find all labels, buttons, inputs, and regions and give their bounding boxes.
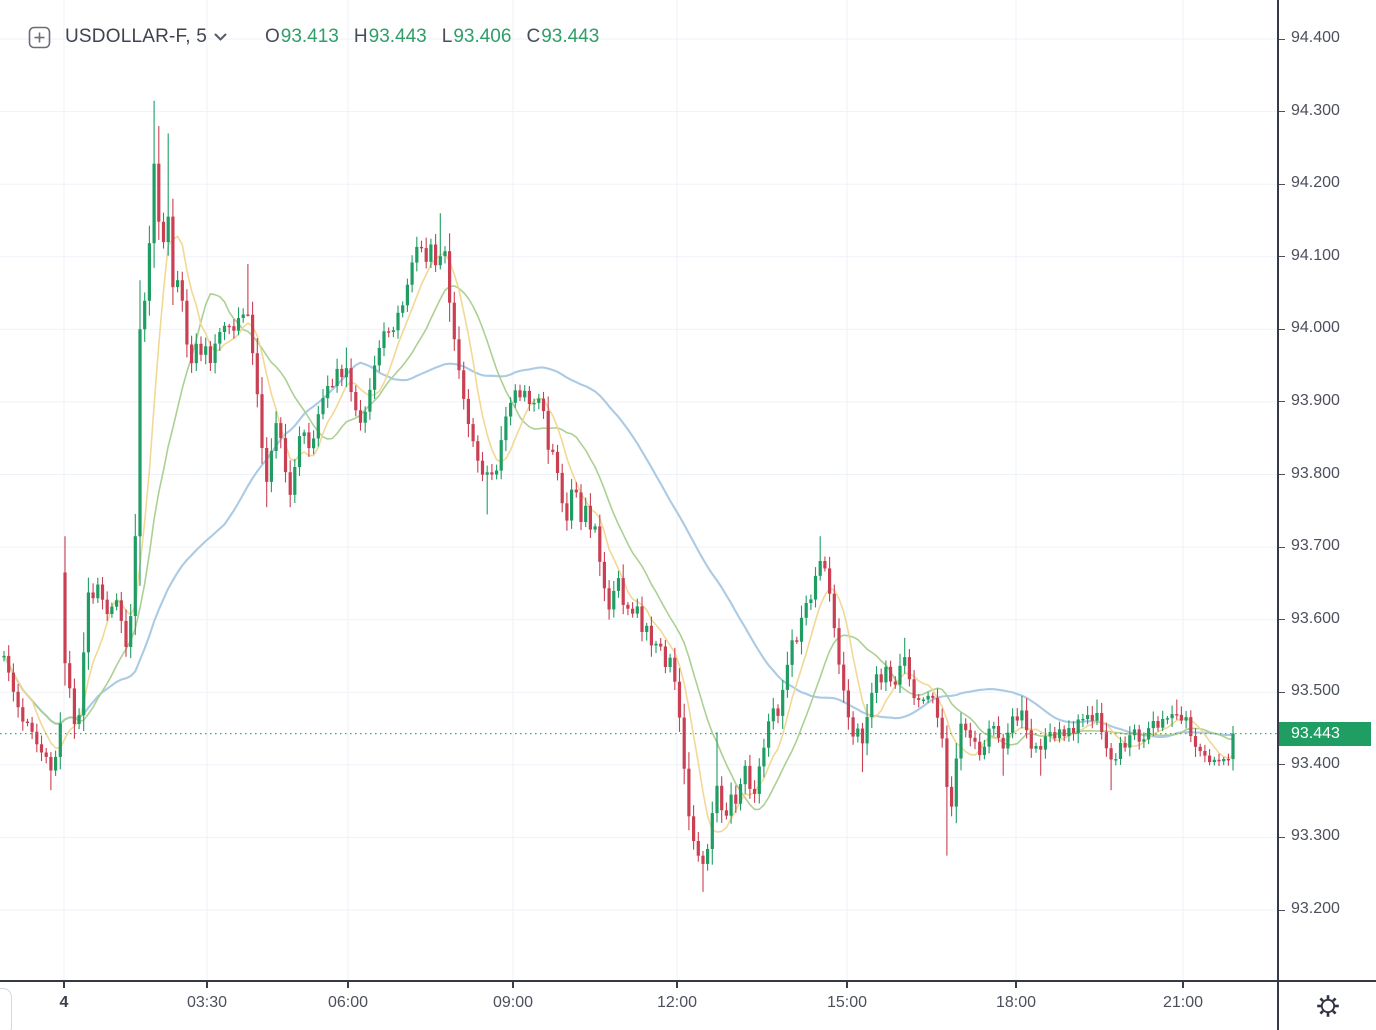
price-tick-label: 94.200 [1291, 174, 1340, 192]
time-tick [676, 982, 678, 988]
price-tick [1278, 474, 1285, 475]
price-tick-label: 94.400 [1291, 29, 1340, 46]
time-tick-label: 18:00 [995, 994, 1037, 1011]
price-tick-label: 93.700 [1291, 537, 1340, 555]
add-symbol-icon[interactable] [28, 26, 51, 49]
time-axis[interactable]: 4 03:30 06:00 09:00 12:00 15:00 18:00 21:00 [0, 982, 1278, 1030]
open-label: O [264, 26, 280, 47]
price-tick [1278, 764, 1285, 766]
high-label: H [353, 26, 368, 47]
price-tick-label: 93.400 [1291, 754, 1340, 772]
axis-settings-sun-icon[interactable] [1313, 991, 1343, 1021]
price-axis-divider [1277, 0, 1279, 1030]
price-tick-label: 93.800 [1291, 464, 1340, 482]
time-tick [347, 982, 349, 988]
time-tick-label: 12:00 [656, 994, 698, 1011]
time-tick [846, 982, 848, 988]
time-tick [1182, 982, 1184, 988]
time-tick [1015, 982, 1017, 988]
symbol-interval-label[interactable]: USDOLLAR-F, 5 [65, 26, 207, 47]
low-value: 93.406 [453, 26, 512, 47]
price-tick-label: 94.100 [1291, 246, 1340, 264]
price-tick [1278, 691, 1285, 693]
price-tick [1278, 836, 1285, 838]
open-value: 93.413 [280, 26, 339, 47]
time-axis-divider [0, 980, 1376, 982]
time-tick-label: 4 [59, 994, 69, 1011]
chevron-down-icon[interactable] [214, 33, 227, 42]
close-value: 93.443 [541, 26, 600, 47]
price-tick-label: 93.600 [1291, 609, 1340, 627]
price-tick [1278, 111, 1285, 113]
time-tick-label: 09:00 [492, 994, 534, 1011]
price-tick-label: 94.300 [1291, 101, 1340, 119]
ohlc-readout: O 93.413 H 93.443 L 93.406 C 93.443 [265, 26, 614, 48]
time-tick-label: 15:00 [826, 994, 868, 1011]
time-tick-label: 06:00 [327, 994, 369, 1011]
axis-corner [1279, 982, 1376, 1030]
price-tick [1278, 909, 1285, 911]
candlestick-plot[interactable] [0, 0, 1278, 980]
low-label: L [441, 26, 453, 47]
price-axis[interactable]: 93.443 94.400 94.300 94.200 94.100 94.000 93.… [1278, 0, 1376, 980]
price-tick [1278, 619, 1285, 621]
time-tick [206, 982, 208, 988]
drawing-toolbar-stub[interactable] [0, 988, 12, 1030]
price-tick-label: 93.900 [1291, 391, 1340, 409]
time-tick [63, 982, 65, 988]
price-tick [1278, 546, 1285, 548]
price-tick [1278, 38, 1285, 40]
close-label: C [526, 26, 541, 47]
last-price-label: 93.443 [1279, 721, 1371, 746]
price-tick [1278, 401, 1285, 403]
price-tick [1278, 328, 1285, 330]
price-tick-label: 93.500 [1291, 682, 1340, 700]
price-tick-label: 93.200 [1291, 900, 1340, 917]
price-tick [1278, 183, 1285, 185]
high-value: 93.443 [368, 26, 427, 47]
price-tick-label: 93.300 [1291, 827, 1340, 845]
price-tick [1278, 256, 1285, 258]
time-tick [512, 982, 514, 988]
price-tick-label: 94.000 [1291, 319, 1340, 337]
time-tick-label: 03:30 [186, 994, 228, 1011]
time-tick-label: 21:00 [1162, 994, 1204, 1011]
